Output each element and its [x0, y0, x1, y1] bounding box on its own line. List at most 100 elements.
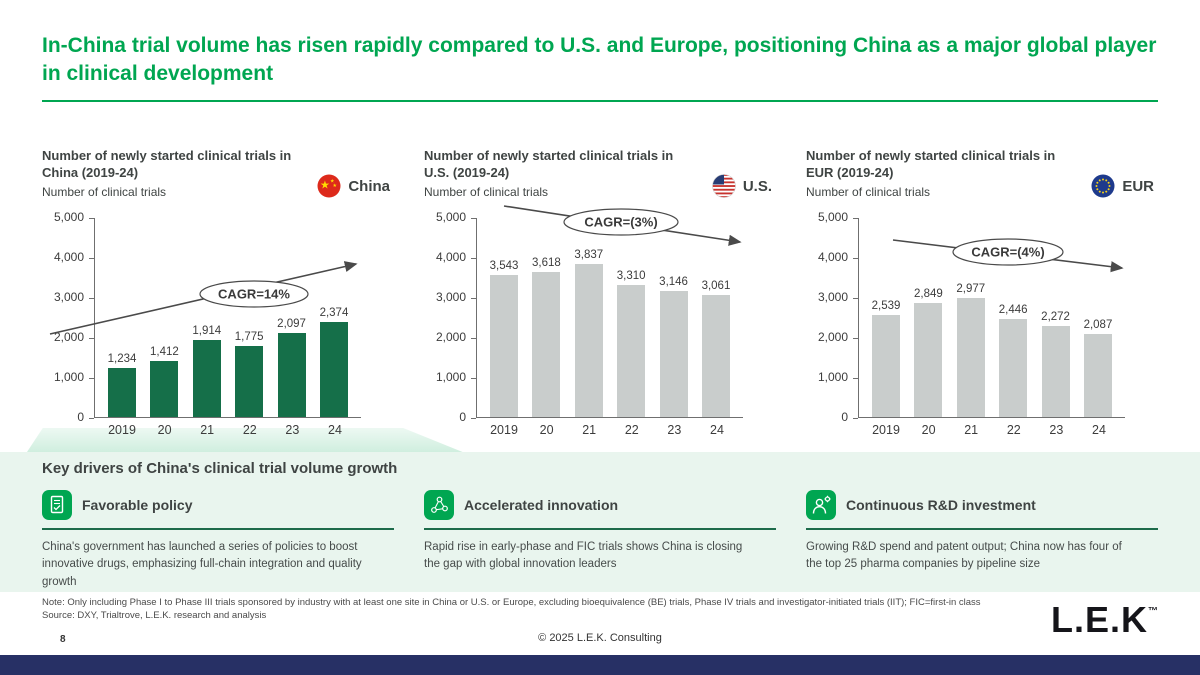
x-axis-label: 24	[328, 423, 342, 437]
driver-favorable-policy: Favorable policy China's government has …	[42, 490, 394, 591]
chart-us: Number of newly started clinical trials …	[424, 148, 776, 437]
copyright-text: © 2025 L.E.K. Consulting	[538, 632, 662, 644]
chart-body: 5,000 4,000 3,000 2,000 1,000 0 1,234 1,…	[42, 210, 394, 424]
bar-value-label: 3,837	[574, 249, 604, 261]
x-axis-label: 21	[582, 423, 597, 437]
bar-2019: 2,539	[871, 218, 901, 417]
key-drivers-section: Key drivers of China's clinical trial vo…	[0, 452, 1200, 592]
bar-value-label: 2,087	[1083, 319, 1113, 331]
bar-value-label: 3,543	[489, 260, 519, 272]
key-drivers-row: Favorable policy China's government has …	[42, 490, 1158, 591]
bar	[956, 298, 985, 417]
y-axis-label: 5,000	[817, 210, 848, 224]
y-axis-label: 4,000	[53, 250, 84, 264]
chart-title: Number of newly started clinical trials …	[42, 148, 292, 180]
bar-24: 2,087	[1083, 218, 1113, 417]
bar-20: 2,849	[913, 218, 943, 417]
x-axis-label: 2019	[490, 423, 518, 437]
footnote-note: Note: Only including Phase I to Phase II…	[42, 597, 981, 608]
y-axis-tick	[89, 378, 94, 379]
x-axis: 2019 20 21 22 23 24	[477, 418, 744, 437]
region-badge: U.S.	[712, 174, 772, 198]
bar-value-label: 2,446	[998, 304, 1028, 316]
region-label: U.S.	[742, 177, 772, 195]
bar	[319, 322, 348, 417]
y-axis-label: 1,000	[817, 370, 848, 384]
y-axis-label: 0	[841, 410, 848, 424]
y-axis-label: 3,000	[53, 290, 84, 304]
y-axis-label: 2,000	[817, 330, 848, 344]
us-flag-icon	[712, 174, 736, 198]
x-axis-label: 21	[964, 423, 979, 437]
x-axis-label: 24	[1092, 423, 1106, 437]
y-axis-label: 2,000	[435, 330, 466, 344]
y-axis-tick	[471, 418, 476, 419]
bar-2019: 3,543	[489, 218, 519, 417]
region-label: China	[348, 177, 390, 195]
bar-value-label: 3,310	[616, 270, 646, 282]
svg-text:★: ★	[320, 180, 330, 192]
y-axis-label: 4,000	[435, 250, 466, 264]
driver-title: Accelerated innovation	[464, 497, 619, 513]
bar	[1083, 334, 1112, 417]
driver-text: Growing R&D spend and patent output; Chi…	[806, 541, 1122, 571]
title-block: In-China trial volume has risen rapidly …	[42, 32, 1158, 103]
y-axis-tick	[853, 218, 858, 219]
driver-accelerated-innovation: Accelerated innovation Rapid rise in ear…	[424, 490, 776, 591]
bar-value-label: 2,977	[956, 283, 986, 295]
x-axis-label: 23	[285, 423, 300, 437]
bar-value-label: 1,914	[192, 325, 222, 337]
bar-2019: 1,234	[107, 218, 137, 417]
y-axis-tick	[853, 418, 858, 419]
chart-title: Number of newly started clinical trials …	[806, 148, 1056, 180]
y-axis-label: 1,000	[53, 370, 84, 384]
y-axis-tick	[853, 298, 858, 299]
bar-value-label: 2,097	[277, 318, 306, 330]
x-axis-label: 23	[1049, 423, 1064, 437]
chart-title: Number of newly started clinical trials …	[424, 148, 674, 180]
china-highlight-fan	[25, 428, 470, 455]
y-axis-tick	[471, 298, 476, 299]
bar-value-label: 3,618	[532, 257, 561, 269]
bar	[999, 319, 1028, 417]
page-number: 8	[60, 634, 66, 645]
bar	[659, 291, 688, 417]
y-axis-tick	[89, 338, 94, 339]
y-axis: 5,000 4,000 3,000 2,000 1,000 0	[806, 210, 858, 424]
bar-value-label: 2,539	[871, 300, 901, 312]
bar	[1041, 326, 1070, 417]
chart-axis-title: Number of clinical trials	[424, 185, 549, 200]
svg-text:★: ★	[333, 183, 338, 189]
bar-22: 1,775	[234, 218, 264, 417]
bar-20: 1,412	[149, 218, 179, 417]
chart-axis-title: Number of clinical trials	[806, 185, 931, 200]
x-axis-label: 22	[624, 423, 639, 437]
bar-value-label: 1,412	[150, 346, 179, 358]
bars: 1,234 1,412 1,914 1,775 2,097 2,374	[95, 218, 361, 417]
bar-value-label: 2,374	[319, 307, 349, 319]
bar-value-label: 3,061	[701, 280, 731, 292]
bar	[574, 264, 603, 417]
bar-23: 3,146	[659, 218, 689, 417]
y-axis-label: 3,000	[817, 290, 848, 304]
x-axis: 2019 20 21 22 23 24	[95, 418, 362, 437]
x-axis: 2019 20 21 22 23 24	[859, 418, 1126, 437]
bar	[235, 346, 264, 417]
favorable-policy-icon	[42, 490, 72, 520]
bar-value-label: 2,849	[914, 288, 943, 300]
driver-head: Continuous R&D investment	[806, 490, 1158, 530]
x-axis-label: 20	[157, 423, 172, 437]
accelerated-innovation-icon	[424, 490, 454, 520]
bar	[150, 361, 179, 417]
bar	[192, 340, 221, 417]
y-axis-tick	[89, 418, 94, 419]
bar-24: 2,374	[319, 218, 349, 417]
chart-body: 5,000 4,000 3,000 2,000 1,000 0 3,543 3,…	[424, 205, 776, 424]
x-axis-label: 22	[1006, 423, 1021, 437]
bar-21: 2,977	[956, 218, 986, 417]
bar	[277, 333, 306, 417]
x-axis-label: 24	[710, 423, 724, 437]
chart-header: Number of newly started clinical trials …	[42, 148, 394, 218]
driver-title: Continuous R&D investment	[846, 497, 1036, 513]
